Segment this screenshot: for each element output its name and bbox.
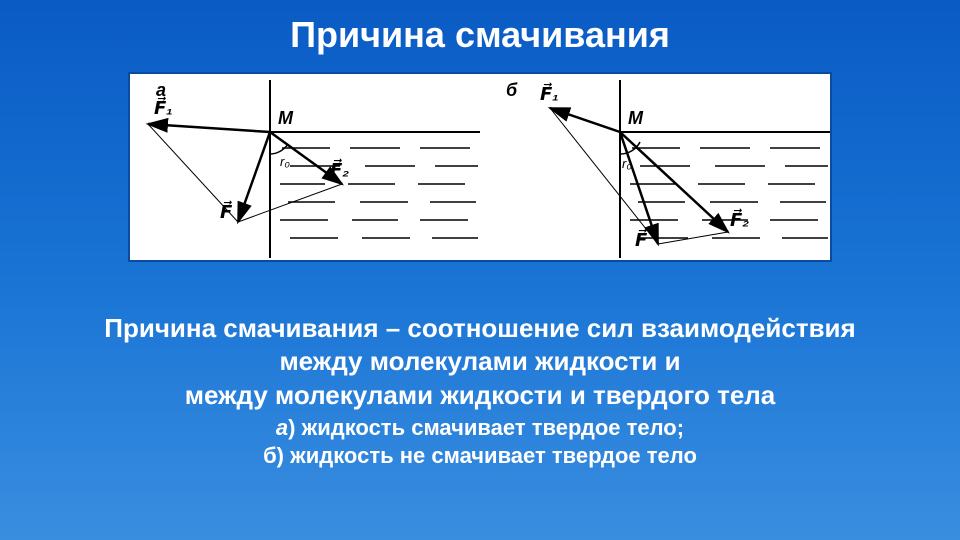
label-f1-b: F⃗₁ [540, 83, 559, 104]
line2: между молекулами жидкости и [0, 345, 960, 378]
angle-label-a: r₀ [280, 154, 290, 169]
panel-b: б M r₀ F⃗₁ F⃗₂ F⃗ [480, 74, 830, 260]
page-title: Причина смачивания [0, 0, 960, 56]
panel-b-label: б [506, 80, 518, 100]
panel-b-svg: б M r₀ F⃗₁ F⃗₂ F⃗ [480, 74, 830, 260]
point-m-b: M [628, 108, 644, 128]
water-hatch-b [630, 148, 828, 238]
label-f1-a: F⃗₁ [154, 97, 173, 118]
vector-f1-a [148, 124, 270, 132]
para-b-1 [550, 108, 658, 244]
para-a-1 [148, 124, 238, 222]
panel-a-label: а [156, 80, 166, 100]
diagram-container: а M r₀ F⃗₁ F⃗₂ [128, 72, 832, 262]
panel-a: а M r₀ F⃗₁ F⃗₂ [130, 74, 480, 260]
line4-italic: а [276, 415, 288, 440]
label-f2-a: F⃗₂ [330, 159, 349, 180]
vector-f1-b [550, 108, 620, 132]
label-f2-b: F⃗₂ [730, 209, 749, 230]
line1: Причина смачивания – соотношение сил вза… [0, 312, 960, 345]
label-f-b: F⃗ [635, 229, 648, 250]
point-m-a: M [278, 108, 294, 128]
panel-a-svg: а M r₀ F⃗₁ F⃗₂ [130, 74, 480, 260]
vector-f-a [238, 132, 270, 222]
angle-arc-a [270, 144, 288, 154]
para-a-2 [238, 184, 342, 222]
line3: между молекулами жидкости и твердого тел… [0, 379, 960, 412]
title-text: Причина смачивания [290, 14, 670, 55]
line4: ) жидкость смачивает твердое тело; [288, 415, 684, 440]
line5: б) жидкость не смачивает твердое тело [0, 442, 960, 470]
description-block: Причина смачивания – соотношение сил вза… [0, 312, 960, 470]
